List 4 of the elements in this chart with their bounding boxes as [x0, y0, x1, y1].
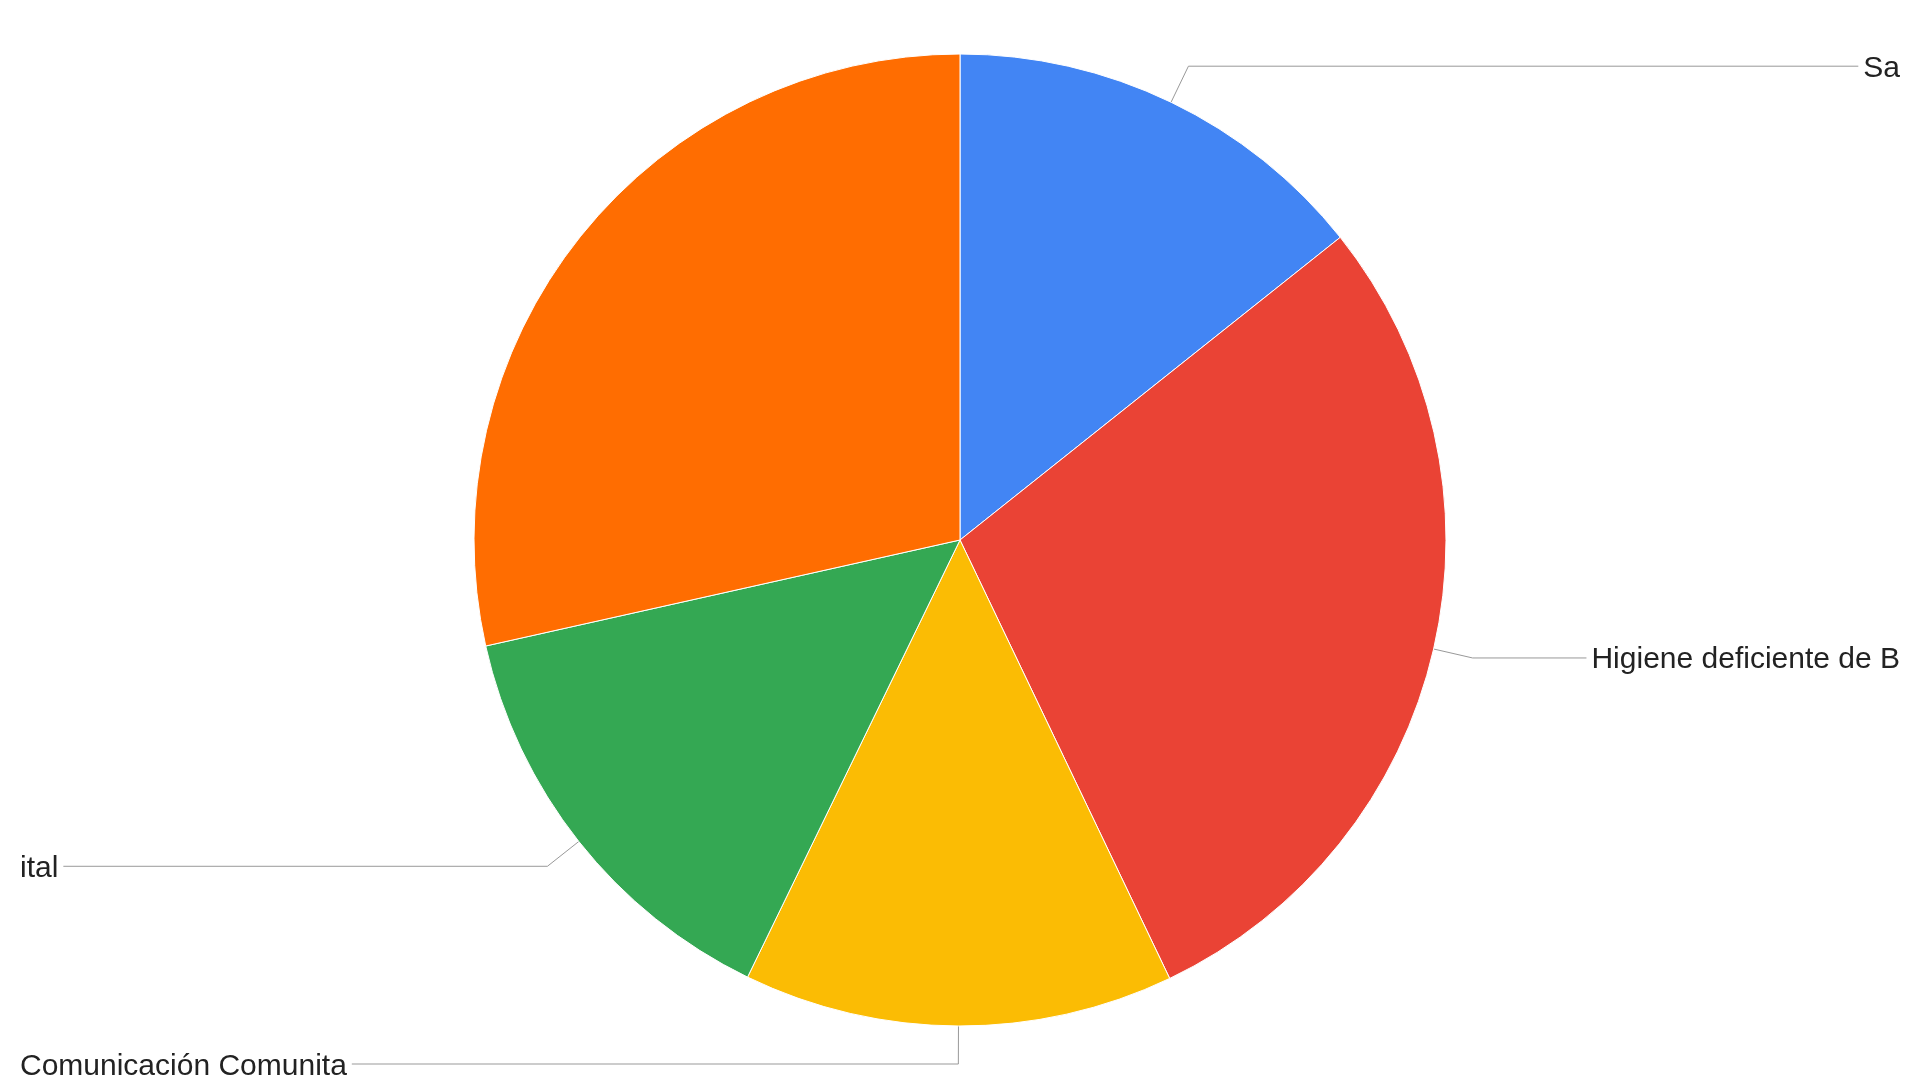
slice-label: Higiene deficiente de B — [1591, 641, 1900, 675]
slice-label: ital — [20, 849, 59, 883]
slice-label: Sa — [1863, 49, 1901, 83]
slice-label: Comunicación Comunita — [20, 1047, 348, 1080]
